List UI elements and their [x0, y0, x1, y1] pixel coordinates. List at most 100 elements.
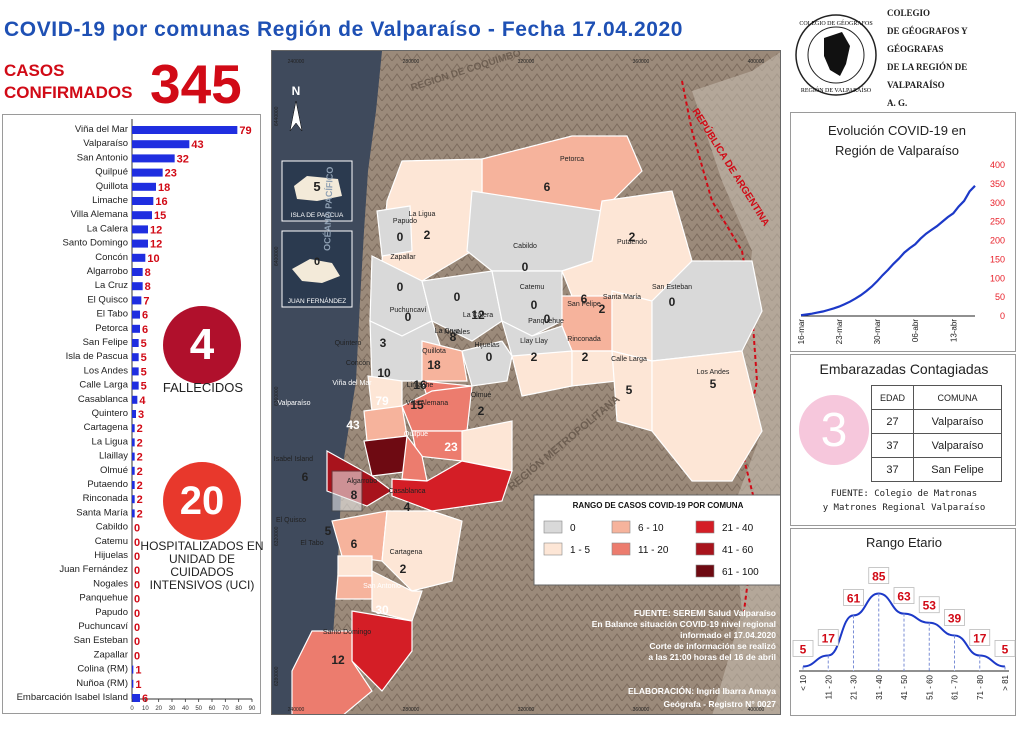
commune-area-catemu	[491, 270, 563, 337]
cases-by-commune-panel: Viña del Mar 79 Valparaíso 43 San Antonio 32 Q…	[2, 114, 261, 714]
bar-value-label: 2	[137, 494, 143, 506]
age-series-line	[802, 592, 1006, 668]
age-x-tick-label: 31 - 40	[875, 674, 884, 699]
pregnant-source: FUENTE: Colegio de Matronas y Matrones R…	[795, 487, 1013, 515]
commune-name-label: Cabildo	[513, 243, 537, 250]
commune-value-label: 2	[478, 404, 485, 418]
bar-value-label: 0	[134, 551, 140, 563]
bar	[132, 395, 138, 404]
uci-value: 20	[163, 462, 241, 540]
bar-x-tick-label: 40	[182, 706, 189, 712]
pregnant-table: EDAD COMUNA 27 Valparaíso 37 Valparaíso …	[871, 385, 1002, 482]
bar-category-label: Villa Alemana	[71, 209, 129, 220]
commune-name-label: Limache	[407, 382, 434, 389]
bar-value-label: 2	[137, 508, 143, 520]
bar-value-label: 2	[137, 466, 143, 478]
bar-value-label: 32	[177, 153, 189, 165]
commune-name-label: El Tabo	[300, 540, 323, 547]
bar	[132, 495, 135, 504]
bar-category-label: Petorca	[95, 323, 128, 334]
inset-pascua-island-shape	[294, 176, 342, 201]
commune-name-label: Petorca	[560, 156, 584, 163]
commune-value-label: 15	[410, 398, 424, 412]
uci-label: HOSPITALIZADOS EN UNIDAD DE CUIDADOS INT…	[140, 539, 264, 592]
commune-name-label: Algarrobo	[347, 478, 377, 485]
commune-value-label: 30	[375, 603, 389, 617]
pregnant-panel: Embarazadas Contagiadas 3 EDAD COMUNA 27…	[790, 354, 1016, 526]
evolution-panel: Evolución COVID-19 en Región de Valparaís…	[790, 112, 1016, 352]
age-value-label: 63	[897, 590, 911, 604]
commune-name-label: San Felipe	[567, 301, 601, 308]
bar	[132, 310, 140, 319]
age-value-label: 5	[800, 642, 807, 656]
bar-category-label: Santo Domingo	[63, 238, 128, 249]
commune-name-label: Quillota	[422, 348, 446, 355]
bar-value-label: 7	[143, 295, 149, 307]
bar-category-label: Panquehue	[79, 593, 128, 604]
legend-label: 61 - 100	[722, 567, 759, 578]
bar	[132, 253, 146, 262]
bar	[132, 282, 143, 291]
bar-value-label: 12	[150, 239, 162, 251]
bar-value-label: 1	[135, 679, 141, 691]
map-x-tick-label: 400000	[748, 59, 765, 65]
legend-swatch	[611, 520, 631, 534]
bar-value-label: 43	[191, 139, 203, 151]
bar-category-label: Nogales	[93, 578, 128, 589]
commune-value-label: 0	[669, 295, 676, 309]
evolution-y-tick-label: 100	[990, 273, 1005, 283]
age-value-label: 5	[1002, 642, 1009, 656]
bar-value-label: 8	[145, 267, 151, 279]
bar-category-label: Olmué	[100, 465, 128, 476]
age-x-tick-label: 51 - 60	[925, 674, 934, 699]
bar-value-label: 0	[134, 565, 140, 577]
bar-category-label: Casablanca	[78, 394, 129, 405]
table-header-edad: EDAD	[871, 385, 914, 410]
north-arrow	[289, 100, 303, 132]
bar	[132, 182, 156, 191]
colegio-line-1: COLEGIO	[887, 8, 931, 18]
bar	[132, 679, 134, 688]
legend-swatch	[695, 520, 715, 534]
bar	[132, 424, 135, 433]
bar-category-label: Quilpué	[95, 167, 128, 178]
age-value-callout	[817, 629, 839, 646]
commune-name-label: La Ligua	[409, 211, 436, 218]
map-source-line: En Balance situación COVID-19 nivel regi…	[592, 619, 776, 629]
age-range-chart: Rango Etario 5 < 10 17 11 - 20 61 21 - 30 85 31 …	[792, 535, 1016, 700]
bar-category-label: La Cruz	[95, 280, 129, 291]
bar	[132, 466, 135, 475]
age-value-label: 39	[948, 611, 962, 625]
commune-name-label: Calle Larga	[611, 356, 647, 363]
map-author-line: ELABORACIÓN: Ingrid Ibarra Amaya	[628, 685, 776, 696]
commune-value-label: 5	[626, 383, 633, 397]
legend-swatch	[611, 542, 631, 556]
bar	[132, 154, 175, 163]
bar	[132, 197, 154, 205]
evolution-x-tick-label: 13-abr	[949, 319, 958, 342]
commune-name-label: Viña del Mar	[332, 380, 372, 387]
commune-name-label: Villa Alemana	[406, 400, 448, 407]
commune-name-label: Concón	[346, 360, 370, 367]
bar-category-label: Catemu	[95, 536, 128, 547]
seal-bottom-text: REGIÓN DE VALPARAÍSO	[801, 86, 872, 94]
bar-value-label: 10	[147, 253, 159, 265]
commune-name-label: San Esteban	[652, 284, 692, 291]
evolution-y-tick-label: 400	[990, 160, 1005, 170]
bar-value-label: 0	[134, 579, 140, 591]
colegio-name: COLEGIO DE GÉOGRAFOS Y GÉOGRAFAS DE LA R…	[887, 4, 1021, 112]
commune-value-label: 12	[471, 308, 485, 322]
bar-value-label: 0	[134, 650, 140, 662]
commune-value-label: 0	[531, 298, 538, 312]
map-x-tick-label-bottom: 280000	[403, 707, 420, 713]
age-value-label: 53	[923, 599, 937, 613]
bar	[132, 126, 238, 134]
commune-value-label: 6	[581, 292, 588, 306]
age-value-label: 61	[847, 591, 861, 605]
evolution-x-tick-label: 16-mar	[797, 319, 806, 345]
bar	[132, 381, 139, 390]
map-source-line: FUENTE: SEREMI Salud Valparaíso	[634, 608, 776, 618]
bar-value-label: 5	[141, 338, 147, 350]
region-map: Petorca 6 La Ligua 2 Cabildo 0 Papudo 0 Putaendo…	[271, 50, 781, 715]
age-value-callout	[868, 567, 890, 584]
